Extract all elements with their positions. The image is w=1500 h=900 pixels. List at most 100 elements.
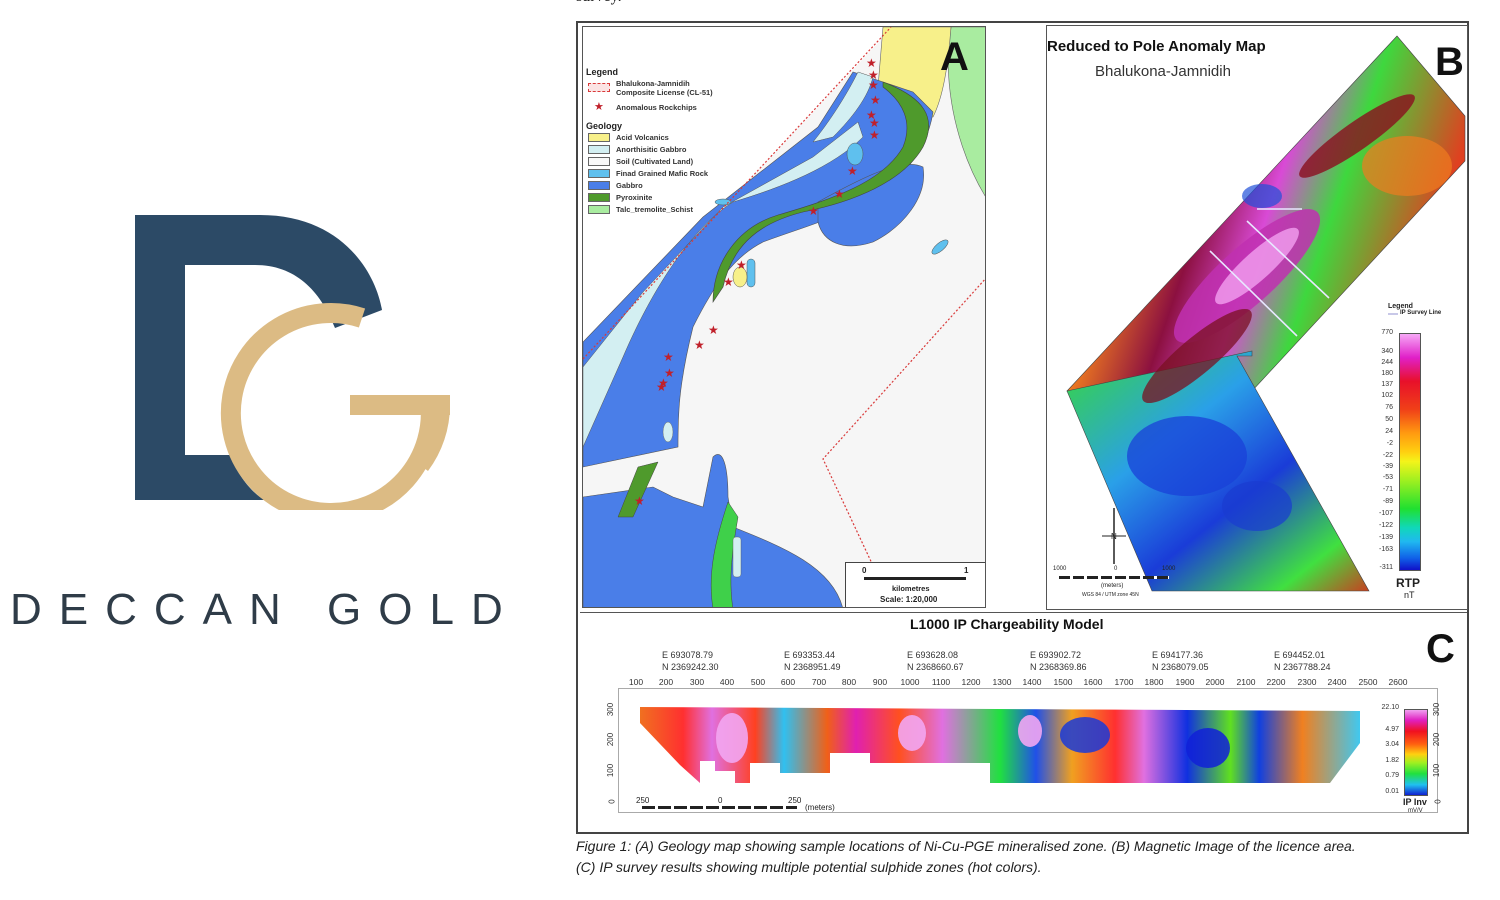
- legend-license-label-2: Composite License (CL-51): [616, 88, 713, 97]
- coord-e: E 694452.01: [1274, 650, 1326, 660]
- svg-text:★: ★: [634, 494, 645, 508]
- panel-b-magnetic-map: Reduced to Pole Anomaly Map Bhalukona-Ja…: [1046, 25, 1468, 610]
- ip-tick: 4.97: [1385, 726, 1399, 733]
- rtp-tick: 180: [1381, 370, 1393, 377]
- swatch-gabbro: [588, 181, 610, 190]
- x-tick: 2000: [1205, 677, 1225, 687]
- x-tick: 1300: [992, 677, 1012, 687]
- rtp-tick: -122: [1378, 522, 1393, 529]
- y-tick: 200: [1432, 732, 1442, 747]
- scale-left: 1000: [1053, 566, 1067, 572]
- svg-text:★: ★: [866, 56, 877, 70]
- svg-text:★: ★: [694, 338, 705, 352]
- ip-survey-line-swatch: [1388, 313, 1398, 315]
- svg-text:★: ★: [868, 68, 879, 82]
- x-tick: 2200: [1266, 677, 1286, 687]
- coord-n: N 2368660.67: [907, 662, 964, 672]
- rtp-colorbar: [1399, 333, 1421, 571]
- y-tick: 100: [606, 763, 616, 778]
- svg-text:★: ★: [658, 376, 669, 390]
- coord-e: E 693353.44: [784, 650, 836, 660]
- y-tick: 0: [607, 799, 617, 804]
- x-tick: 300: [689, 677, 705, 687]
- x-tick: 1500: [1053, 677, 1073, 687]
- x-tick: 2600: [1388, 677, 1408, 687]
- svg-text:★: ★: [723, 275, 734, 289]
- figure-caption-line-1: Figure 1: (A) Geology map showing sample…: [576, 838, 1356, 854]
- x-tick: 100: [628, 677, 644, 687]
- rtp-tick: 76: [1385, 404, 1393, 411]
- x-tick: 500: [750, 677, 766, 687]
- coord-n: N 2368079.05: [1152, 662, 1209, 672]
- geology-unit-label: Gabbro: [616, 181, 643, 190]
- scale-right: 1000: [1162, 566, 1176, 572]
- rtp-tick: -71: [1382, 486, 1393, 493]
- scale-mid: 0: [1114, 566, 1118, 572]
- svg-text:★: ★: [868, 78, 879, 92]
- rtp-tick: 340: [1381, 348, 1393, 355]
- legend-rockchips-label: Anomalous Rockchips: [616, 103, 697, 112]
- x-tick: 600: [780, 677, 796, 687]
- rtp-anomaly-raster: [1066, 35, 1466, 592]
- rtp-legend-title: Legend: [1388, 303, 1413, 310]
- scale-bar: [642, 806, 797, 809]
- scale-unit: (meters): [1101, 583, 1124, 589]
- x-tick: 1000: [900, 677, 920, 687]
- x-tick: 2100: [1236, 677, 1256, 687]
- y-tick: 0: [1433, 799, 1443, 804]
- y-tick: 200: [606, 732, 616, 747]
- x-tick: 900: [872, 677, 888, 687]
- panel-a-geology-map: ★ ★ ★ ★ ★ ★ ★ ★ ★ ★ ★ ★ ★ ★ ★ ★ ★ ★ ★ Legend Bhaluko…: [582, 26, 986, 608]
- svg-text:★: ★: [656, 380, 667, 394]
- ip-chargeability-section: [640, 707, 1360, 783]
- swatch-anorthositic-gabbro: [588, 145, 610, 154]
- svg-text:★: ★: [866, 108, 877, 122]
- scale-unit: (meters): [805, 803, 835, 812]
- rtp-tick: 244: [1381, 359, 1393, 366]
- panel-letter-c: C: [1426, 627, 1455, 671]
- scale-box: 0 1 kilometres Scale: 1:20,000: [845, 562, 985, 607]
- scale-bar: [864, 577, 966, 580]
- rtp-tick: 24: [1385, 428, 1393, 435]
- figure-caption-line-2: (C) IP survey results showing multiple p…: [576, 859, 1042, 875]
- ip-tick: 1.82: [1385, 757, 1399, 764]
- x-tick: 700: [811, 677, 827, 687]
- geology-unit-label: Finad Grained Mafic Rock: [616, 169, 709, 178]
- top-cut-text: survey.: [576, 0, 622, 6]
- rtp-tick: -22: [1382, 452, 1393, 459]
- map-b-subtitle: Bhalukona-Jamnidih: [1095, 63, 1231, 80]
- svg-text:★: ★: [834, 187, 845, 201]
- x-tick: 1200: [961, 677, 981, 687]
- y-tick: 300: [606, 702, 616, 717]
- svg-text:N: N: [1111, 532, 1117, 541]
- x-tick: 1700: [1114, 677, 1134, 687]
- coord-n: N 2368369.86: [1030, 662, 1087, 672]
- coord-e: E 694177.36: [1152, 650, 1204, 660]
- x-tick: 2400: [1327, 677, 1347, 687]
- projection-label: WGS 84 / UTM zone 45N: [1082, 592, 1139, 598]
- svg-text:★: ★: [808, 204, 819, 218]
- x-tick: 1900: [1175, 677, 1195, 687]
- coord-n: N 2368951.49: [784, 662, 841, 672]
- rtp-tick: -89: [1382, 498, 1393, 505]
- rtp-tick: 50: [1385, 416, 1393, 423]
- rtp-tick: 137: [1381, 381, 1393, 388]
- geology-title: Geology: [586, 121, 623, 131]
- ip-plot-frame: [618, 688, 1438, 813]
- svg-text:★: ★: [847, 164, 858, 178]
- ip-colorbar-unit: mV/V: [1408, 808, 1423, 814]
- scale-ratio: Scale: 1:20,000: [880, 595, 938, 604]
- x-tick: 1800: [1144, 677, 1164, 687]
- scale-left: 250: [636, 796, 650, 805]
- svg-text:★: ★: [708, 323, 719, 337]
- svg-text:★: ★: [869, 128, 880, 142]
- x-tick: 400: [719, 677, 735, 687]
- x-tick: 200: [658, 677, 674, 687]
- svg-text:★: ★: [869, 116, 880, 130]
- swatch-acid-volcanics: [588, 133, 610, 142]
- legend-title: Legend: [586, 67, 619, 77]
- brand-wordmark: DECCAN GOLD: [10, 585, 520, 634]
- rtp-label: RTP: [1396, 576, 1420, 590]
- ip-tick: 3.04: [1385, 741, 1399, 748]
- geology-unit-label: Soil (Cultivated Land): [616, 157, 694, 166]
